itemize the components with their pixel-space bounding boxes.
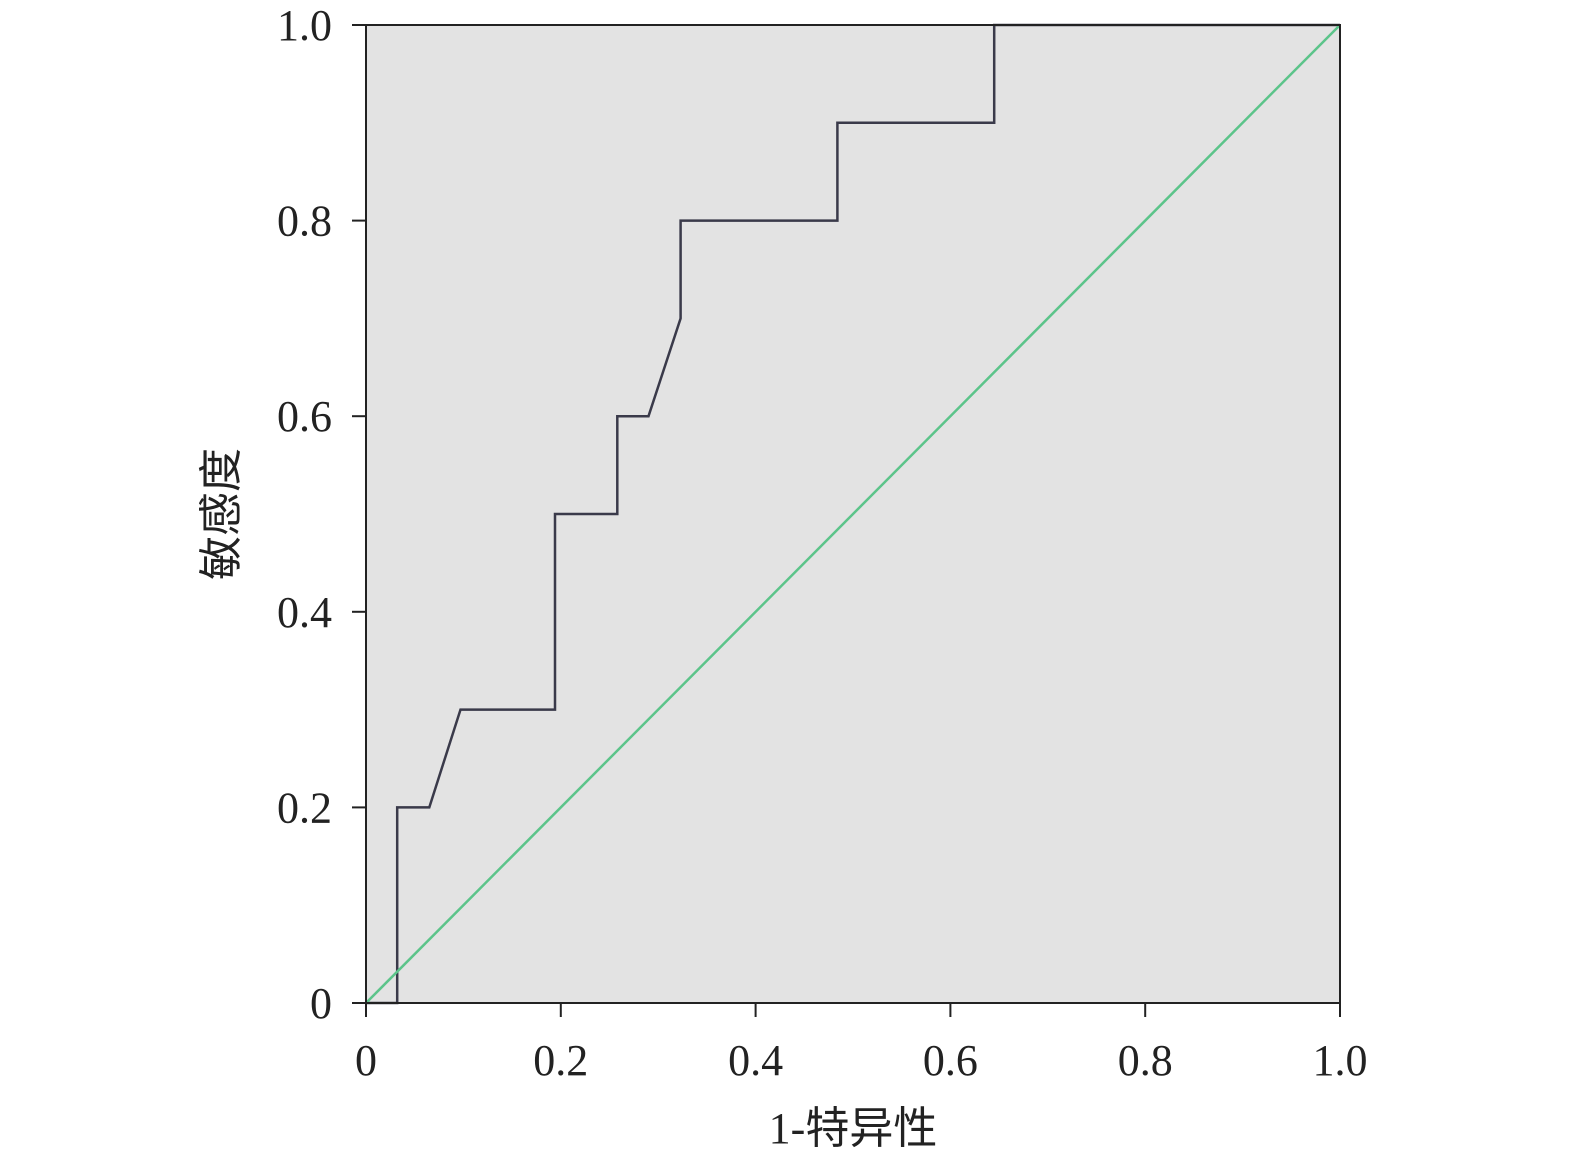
x-tick-label: 1.0: [1313, 1036, 1368, 1085]
axes-layer: 0 0.2 0.4 0.6 0.8 1.0 0 0.2 0.4 0.6 0.8 1.0: [277, 1, 1368, 1085]
plot-frame: [365, 24, 1341, 1004]
series-layer: [365, 23, 1341, 1005]
x-tick-label: 0.6: [923, 1036, 978, 1085]
x-tick-label: 0.4: [728, 1036, 783, 1085]
y-tick-label: 0.8: [277, 197, 332, 246]
y-axis-label: 敏感度: [197, 448, 246, 580]
y-tick-label: 1.0: [277, 1, 332, 50]
y-tick-label: 0.6: [277, 392, 332, 441]
x-tick-label: 0.2: [533, 1036, 588, 1085]
y-tick-label: 0.2: [277, 783, 332, 832]
x-tick-label: 0.8: [1118, 1036, 1173, 1085]
x-tick-label: 0: [355, 1036, 377, 1085]
reference-diagonal: [365, 24, 1341, 1004]
roc-curve: [366, 23, 1340, 1005]
x-axis-label: 1-特异性: [769, 1104, 938, 1153]
y-tick-label: 0: [310, 979, 332, 1028]
y-tick-label: 0.4: [277, 588, 332, 637]
